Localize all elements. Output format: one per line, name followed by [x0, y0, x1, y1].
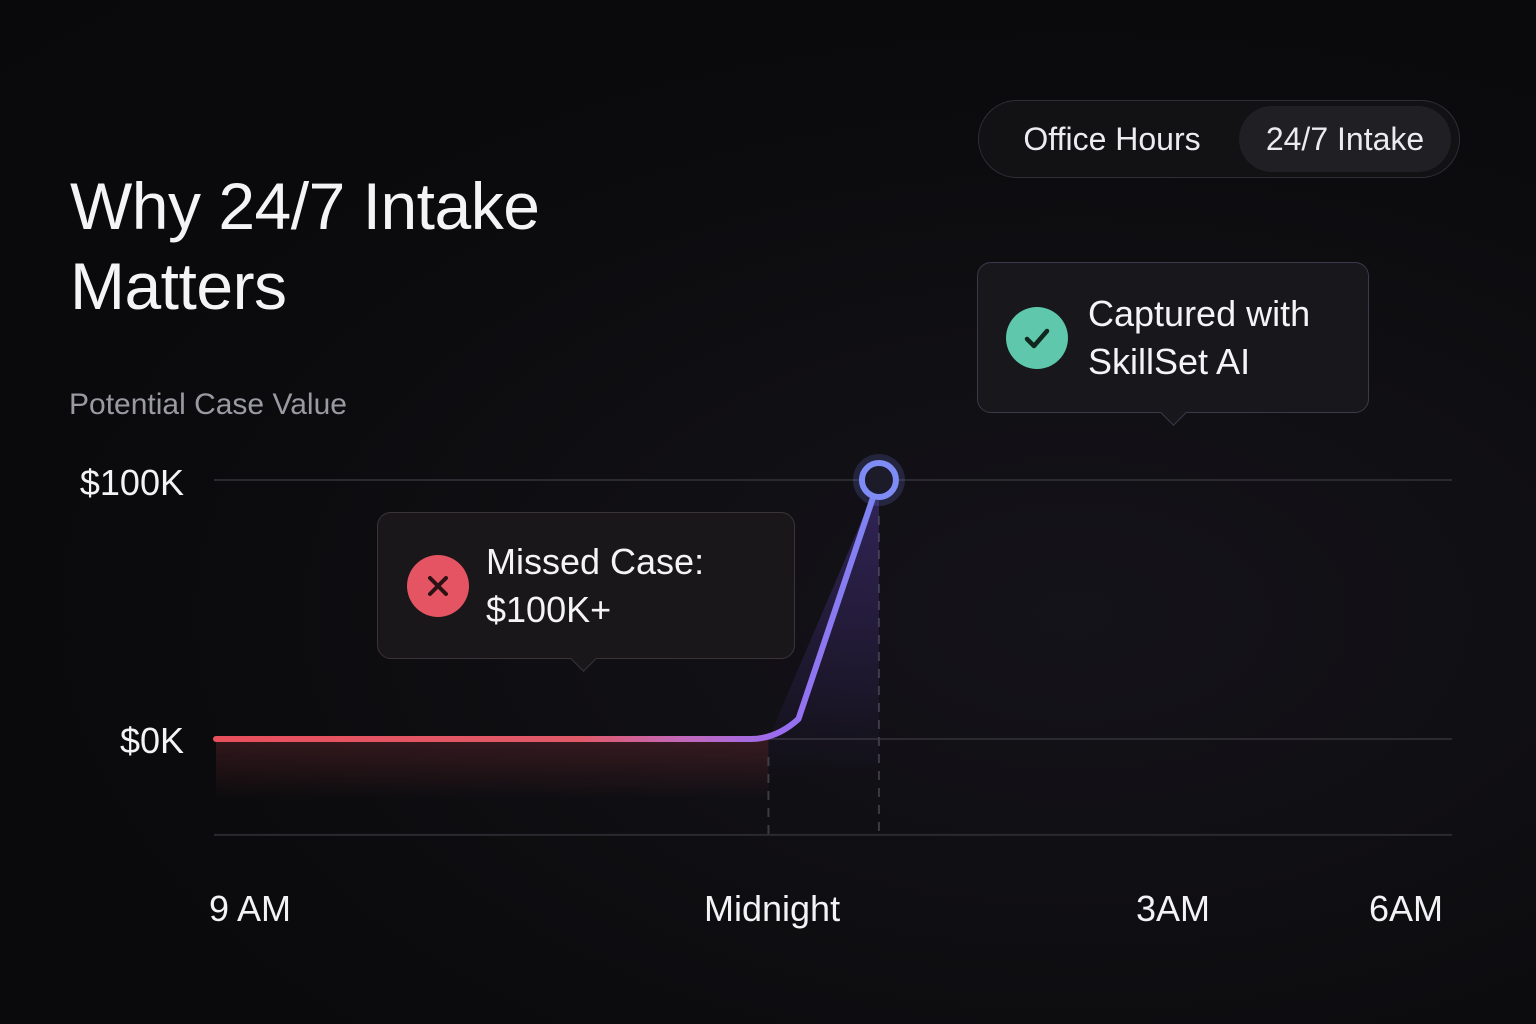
marker-center — [871, 473, 886, 487]
intake-247-option[interactable]: 24/7 Intake — [1239, 106, 1451, 172]
y-axis-title: Potential Case Value — [69, 388, 347, 421]
x-tick-label-midnight: Midnight — [704, 888, 841, 929]
office-hours-option[interactable]: Office Hours — [1023, 120, 1201, 157]
captured-text: Captured with SkillSet AI — [1088, 292, 1311, 382]
missed-case-text: Missed Case: $100K+ — [486, 540, 705, 630]
x-tick-label-3am: 3AM — [1136, 888, 1211, 929]
intake-mode-toggle[interactable]: Office Hours 24/7 Intake — [978, 100, 1460, 178]
x-icon — [407, 554, 469, 617]
captured-callout: Captured with SkillSet AI — [977, 262, 1369, 426]
page-title: Why 24/7 Intake Matters — [70, 169, 540, 323]
series-line — [213, 477, 882, 742]
baseline-glow — [216, 739, 769, 799]
missed-case-callout: Missed Case: $100K+ — [377, 512, 795, 672]
x-tick-label-9am: 9 AM — [209, 888, 292, 929]
y-tick-label-100k: $100K — [79, 462, 184, 503]
y-tick-label-0k: $0K — [119, 720, 184, 761]
x-tick-label-6am: 6AM — [1369, 888, 1444, 929]
check-icon — [1006, 306, 1068, 369]
